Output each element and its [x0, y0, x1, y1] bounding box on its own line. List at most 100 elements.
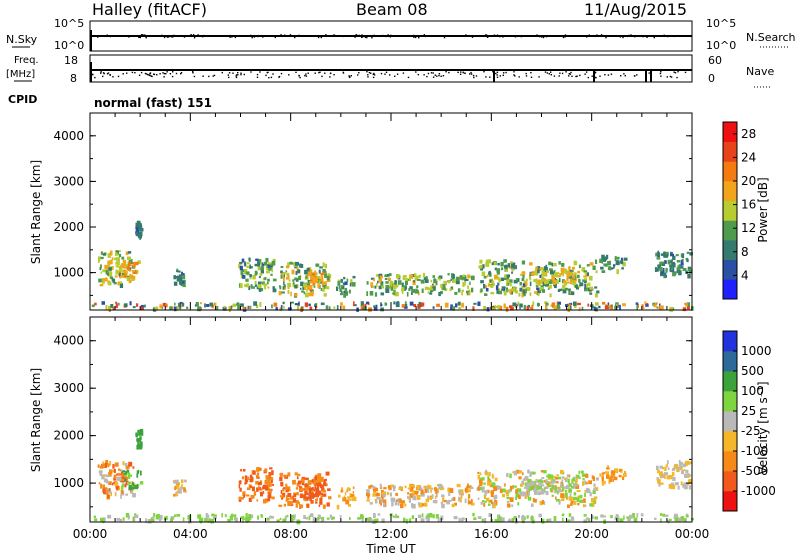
power-cell: [512, 287, 516, 293]
velocity-cell: [560, 498, 565, 501]
velocity-cell: [566, 474, 570, 478]
power-cell: [550, 304, 553, 307]
velocity-cell: [287, 492, 292, 498]
power-cell: [241, 258, 245, 263]
velocity-cell: [323, 481, 327, 487]
nave-sample: [107, 72, 110, 74]
noise-sample: [294, 36, 296, 39]
power-cell: [564, 287, 569, 291]
nave-sample: [389, 74, 391, 76]
velocity-cell: [669, 518, 672, 521]
noise-sample: [332, 35, 334, 37]
power-cell: [258, 284, 262, 289]
velocity-cell: [118, 477, 122, 481]
power-cell: [687, 266, 691, 270]
velocity-cell: [575, 474, 580, 478]
nave-sample: [266, 71, 268, 74]
nave-sample: [669, 75, 672, 78]
velocity-cell: [291, 515, 294, 520]
power-cell: [573, 274, 576, 279]
velocity-cell: [389, 492, 392, 497]
nave-sample: [571, 75, 573, 77]
power-cell: [182, 283, 186, 288]
nave-sample: [569, 73, 571, 75]
power-cell: [305, 275, 308, 279]
power-cell: [440, 290, 443, 295]
velocity-cell: [276, 519, 280, 522]
power-cell: [656, 257, 661, 260]
power-cell: [288, 279, 291, 282]
velocity-cell: [568, 483, 572, 487]
nave-sample: [103, 72, 105, 75]
power-cell: [98, 278, 102, 283]
power-colorbar-tick: 4: [741, 268, 749, 282]
velocity-cell: [515, 496, 518, 500]
velocity-cell: [307, 503, 310, 509]
velocity-cell: [307, 480, 312, 486]
velocity-cell: [468, 489, 471, 493]
nave-sample: [131, 71, 134, 74]
power-cell: [552, 280, 556, 285]
velocity-cell: [599, 473, 602, 477]
power-cell: [542, 281, 545, 287]
power-cell: [503, 259, 507, 263]
xtick-label: 00:00: [675, 527, 710, 541]
power-cell: [341, 285, 345, 290]
velocity-cell: [546, 475, 548, 478]
nave-sample: [122, 73, 124, 75]
velocity-cell: [253, 491, 257, 496]
power-cell: [323, 285, 327, 289]
nave-sample: [677, 71, 679, 73]
velocity-ytick-label: 2000: [53, 429, 84, 443]
power-cell: [111, 277, 114, 282]
velocity-cell: [640, 513, 644, 517]
velocity-cell: [682, 463, 686, 468]
velocity-cell: [553, 475, 556, 479]
power-cell: [517, 278, 520, 282]
noise-sample: [259, 35, 261, 37]
power-cell: [681, 253, 685, 259]
power-cell: [115, 301, 118, 304]
velocity-cell: [176, 514, 181, 517]
velocity-cell: [502, 488, 506, 493]
power-cell: [304, 286, 307, 290]
power-cell: [525, 278, 528, 282]
velocity-cell: [561, 513, 565, 517]
power-cell: [385, 288, 390, 293]
power-cell: [179, 281, 183, 285]
power-cell: [405, 278, 408, 283]
power-cell: [534, 291, 538, 294]
velocity-cell: [271, 496, 275, 500]
velocity-cell: [211, 513, 215, 517]
velocity-cell: [513, 516, 517, 520]
noise-sample: [366, 36, 368, 39]
nave-sample: [106, 73, 109, 75]
velocity-cell: [570, 500, 575, 504]
power-cell: [568, 288, 571, 291]
power-cell: [523, 304, 526, 310]
power-cell: [246, 265, 250, 268]
power-cell: [401, 282, 404, 288]
nave-sample: [432, 72, 434, 74]
noise-sample: [361, 34, 363, 36]
power-cell: [523, 280, 527, 284]
power-cell: [279, 307, 282, 312]
velocity-cell: [319, 482, 322, 486]
power-cell: [457, 288, 461, 293]
noise-sample: [407, 35, 409, 37]
velocity-cell: [576, 490, 581, 492]
power-cell: [129, 269, 132, 272]
power-cell: [616, 261, 620, 266]
noise-sample: [302, 35, 304, 37]
power-cell: [311, 275, 315, 280]
power-cell: [100, 251, 103, 255]
nave-sample: [496, 76, 499, 78]
velocity-ytick-label: 4000: [53, 334, 84, 348]
velocity-cell: [529, 482, 532, 486]
power-cell: [565, 271, 569, 275]
power-cell: [264, 285, 267, 290]
power-cell: [366, 291, 368, 296]
velocity-cell: [482, 500, 484, 503]
velocity-cell: [584, 492, 586, 498]
noise-sample: [280, 34, 282, 36]
